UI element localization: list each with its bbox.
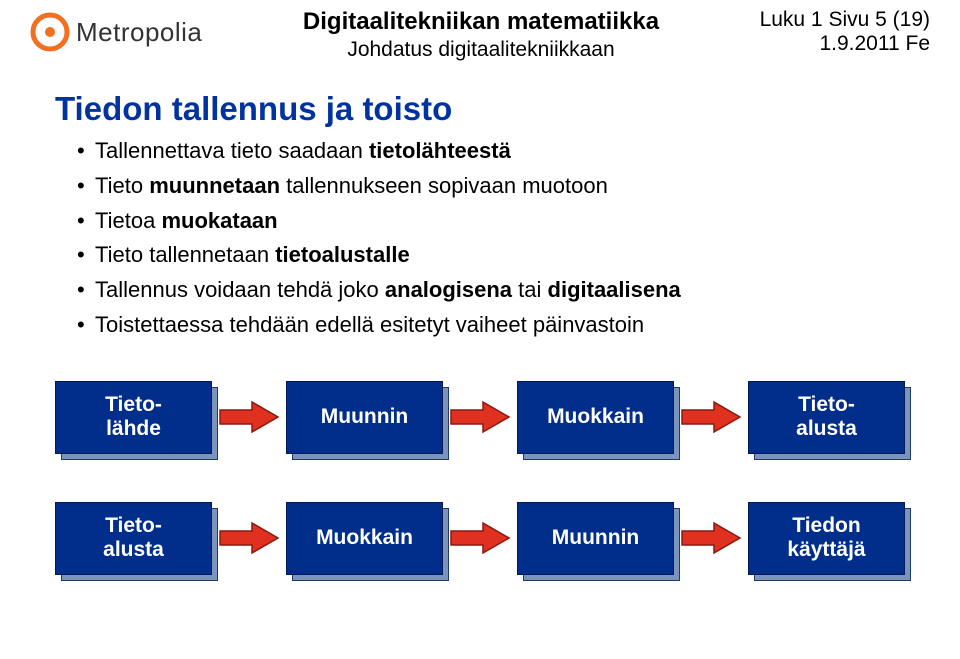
bullet-bold: muokataan [161,208,277,233]
header: Metropolia Digitaalitekniikan matematiik… [0,0,960,62]
arrow-icon [218,521,280,555]
arrow-icon [680,521,742,555]
flow-label: Muunnin [286,381,443,454]
header-center: Digitaalitekniikan matematiikka Johdatus… [202,8,759,62]
flow-box-editor: Muokkain [286,502,443,575]
bullet-text: Tallennettava tieto saadaan [95,138,369,163]
bullet-bold: muunnetaan [149,173,280,198]
content: Tiedon tallennus ja toisto Tallennettava… [0,62,960,595]
flow-box-source: Tieto-lähde [55,381,212,454]
arrow-icon [218,400,280,434]
bullet-text: Tallennus voidaan tehdä joko [95,277,385,302]
arrow-icon [449,400,511,434]
flow-label: Tieto-lähde [55,381,212,454]
header-subtitle: Johdatus digitaalitekniikkaan [202,38,759,62]
list-item: Tieto tallennetaan tietoalustalle [77,240,905,271]
flow-box-platform: Tieto-alusta [55,502,212,575]
bullet-text: Toistettaessa tehdään edellä esitetyt va… [95,312,644,337]
logo: Metropolia [30,12,202,52]
flow-label: Tiedonkäyttäjä [748,502,905,575]
bullet-bold: tietoalustalle [275,242,409,267]
list-item: Tieto muunnetaan tallennukseen sopivaan … [77,171,905,202]
flow-box-platform: Tieto-alusta [748,381,905,454]
flow-label: Muokkain [517,381,674,454]
page-title: Tiedon tallennus ja toisto [55,90,905,128]
list-item: Tallennus voidaan tehdä joko analogisena… [77,275,905,306]
header-right: Luku 1 Sivu 5 (19) 1.9.2011 Fe [760,8,930,56]
flow-label: Muokkain [286,502,443,575]
flow-row-1: Tieto-lähde Muunnin Muokkain Tieto-alust… [55,381,905,454]
list-item: Tietoa muokataan [77,206,905,237]
header-date: 1.9.2011 Fe [760,32,930,56]
bullet-bold: digitaalisena [548,277,681,302]
list-item: Tallennettava tieto saadaan tietolähtees… [77,136,905,167]
flow-label: Muunnin [517,502,674,575]
bullet-text: Tieto tallennetaan [95,242,275,267]
arrow-icon [680,400,742,434]
header-title: Digitaalitekniikan matematiikka [202,8,759,36]
logo-text: Metropolia [76,17,202,48]
flow-box-converter: Muunnin [517,502,674,575]
flow-row-2: Tieto-alusta Muokkain Muunnin Tiedonkäyt… [55,502,905,575]
flow-box-user: Tiedonkäyttäjä [748,502,905,575]
bullet-text: Tietoa [95,208,161,233]
flow-box-converter: Muunnin [286,381,443,454]
header-page-info: Luku 1 Sivu 5 (19) [760,8,930,32]
bullet-bold: analogisena [385,277,512,302]
flow-label: Tieto-alusta [55,502,212,575]
bullet-list: Tallennettava tieto saadaan tietolähtees… [77,136,905,341]
bullet-bold: tietolähteestä [369,138,511,163]
bullet-text: Tieto [95,173,149,198]
bullet-text: tallennukseen sopivaan muotoon [280,173,608,198]
logo-mark-icon [30,12,70,52]
flow-box-editor: Muokkain [517,381,674,454]
list-item: Toistettaessa tehdään edellä esitetyt va… [77,310,905,341]
bullet-text: tai [512,277,547,302]
flow-label: Tieto-alusta [748,381,905,454]
arrow-icon [449,521,511,555]
